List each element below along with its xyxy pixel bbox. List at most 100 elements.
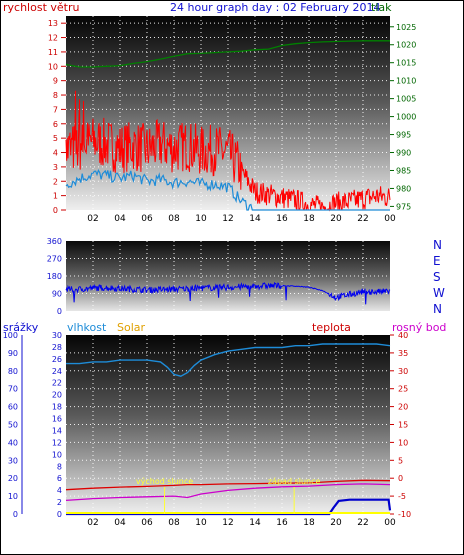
wind-speed-tick: 5 xyxy=(53,134,58,143)
solar-axis-title: Solar xyxy=(117,321,146,334)
humidity-scale-tick: 18 xyxy=(52,403,62,412)
time-axis-tick: 20 xyxy=(330,518,342,528)
compass-label-e: W xyxy=(433,286,445,300)
pressure-tick: 1015 xyxy=(396,59,416,68)
pressure-tick: 1020 xyxy=(396,41,416,50)
wind-speed-line xyxy=(65,168,390,211)
compass-direction-labels: N E S W N xyxy=(433,238,445,316)
humidity-scale-tick: 4 xyxy=(57,486,62,495)
wind-speed-axis-title: rychlost větru xyxy=(3,1,79,14)
wind-speed-tick: 0 xyxy=(53,206,58,215)
pressure-tick: 985 xyxy=(396,166,411,175)
wind-speed-tick: 1 xyxy=(53,192,58,201)
humidity-scale-tick: 24 xyxy=(52,367,62,376)
time-axis-tick: 10 xyxy=(195,518,207,528)
time-axis-tick: 14 xyxy=(249,518,261,528)
time-axis-tick: 02 xyxy=(87,518,98,528)
time-axis-tick: 20 xyxy=(330,214,342,224)
humidity-scale-tick: 14 xyxy=(52,426,62,435)
time-axis-tick: 10 xyxy=(195,214,207,224)
rain-scale-tick: 40 xyxy=(8,438,18,447)
time-axis-tick: 00 xyxy=(384,214,396,224)
wind-speed-tick: 10 xyxy=(48,62,58,71)
humidity-scale-tick: 8 xyxy=(57,462,62,471)
humidity-scale-tick: 0 xyxy=(57,510,62,519)
dew-point-line xyxy=(65,483,391,502)
wind-speed-tick: 6 xyxy=(53,120,58,129)
humidity-scale-tick: 30 xyxy=(52,331,62,340)
pressure-tick: 995 xyxy=(396,131,411,140)
wind-direction-tick: 270 xyxy=(47,255,62,264)
humidity-line xyxy=(66,343,391,377)
sunrise-label: východ slunce xyxy=(136,477,193,486)
time-axis-tick: 02 xyxy=(87,214,98,224)
pressure-tick: 990 xyxy=(396,149,411,158)
rain-axis-title: srážky xyxy=(3,321,39,334)
time-axis-tick: 04 xyxy=(114,214,126,224)
time-axis-tick: 06 xyxy=(141,518,153,528)
rain-scale-tick: 100 xyxy=(3,331,18,340)
wind-direction-tick: 180 xyxy=(47,272,62,281)
time-axis-tick: 22 xyxy=(357,518,368,528)
wind-direction-tick: 0 xyxy=(57,307,62,316)
wind-speed-tick: 9 xyxy=(53,77,58,86)
compass-label-bottom-n: N xyxy=(433,302,442,316)
temperature-tick: 0 xyxy=(398,474,403,483)
wind-speed-tick: 7 xyxy=(53,105,58,114)
wind-direction-tick: 360 xyxy=(47,237,62,246)
humidity-scale-tick: 2 xyxy=(57,498,62,507)
temperature-tick: 10 xyxy=(398,438,408,447)
rain-scale-tick: 80 xyxy=(8,367,18,376)
humidity-scale-tick: 28 xyxy=(52,343,62,352)
humidity-scale-tick: 26 xyxy=(52,355,62,364)
pressure-tick: 1025 xyxy=(396,23,416,32)
rain-scale-tick: 70 xyxy=(8,385,18,394)
temperature-tick: 5 xyxy=(398,456,403,465)
time-axis-tick: 00 xyxy=(384,518,396,528)
wind-speed-tick: 3 xyxy=(53,163,58,172)
time-axis-tick: 12 xyxy=(222,518,233,528)
chart-marks: 0123456789101112139759809859909951000100… xyxy=(3,16,416,528)
time-axis-tick: 16 xyxy=(276,518,288,528)
wind-speed-tick: 11 xyxy=(48,48,58,57)
wind-gust-line xyxy=(65,90,391,212)
rain-scale-tick: 30 xyxy=(8,456,18,465)
graph-title: 24 hour graph day : 02 February 2014 xyxy=(170,1,381,14)
humidity-scale-tick: 20 xyxy=(52,391,62,400)
time-axis-tick: 06 xyxy=(141,214,153,224)
rain-scale-tick: 20 xyxy=(8,474,18,483)
humidity-scale-tick: 12 xyxy=(52,438,62,447)
time-axis-tick: 14 xyxy=(249,214,261,224)
temperature-tick: 40 xyxy=(398,331,408,340)
humidity-scale-tick: 6 xyxy=(57,474,62,483)
wind-direction-line xyxy=(65,281,391,305)
temperature-tick: 20 xyxy=(398,403,408,412)
wind-speed-tick: 4 xyxy=(53,149,58,158)
temperature-tick: 15 xyxy=(398,421,408,430)
time-axis-tick: 04 xyxy=(114,518,126,528)
rain-scale-tick: 50 xyxy=(8,421,18,430)
rain-scale-tick: 10 xyxy=(8,492,18,501)
pressure-tick: 1005 xyxy=(396,95,416,104)
time-axis-tick: 18 xyxy=(303,518,315,528)
pressure-axis-title: tlak xyxy=(371,1,392,14)
time-axis-tick: 22 xyxy=(357,214,368,224)
wind-speed-tick: 13 xyxy=(48,19,58,28)
wind-speed-tick: 12 xyxy=(48,34,58,43)
wind-speed-tick: 2 xyxy=(53,177,58,186)
pressure-tick: 1000 xyxy=(396,113,416,122)
humidity-axis-title: vlhkost xyxy=(67,321,107,334)
rain-scale-tick: 90 xyxy=(8,349,18,358)
temperature-tick: 25 xyxy=(398,385,408,394)
temperature-line xyxy=(65,479,391,491)
pressure-tick: 980 xyxy=(396,184,411,193)
humidity-scale-tick: 16 xyxy=(52,415,62,424)
pressure-tick: 1010 xyxy=(396,77,416,86)
time-axis-tick: 08 xyxy=(168,518,180,528)
dew-point-axis-title: rosný bod xyxy=(392,321,446,334)
pressure-tick: 975 xyxy=(396,202,411,211)
sunset-label: západ slunce xyxy=(268,477,321,486)
temperature-tick: -10 xyxy=(398,510,411,519)
